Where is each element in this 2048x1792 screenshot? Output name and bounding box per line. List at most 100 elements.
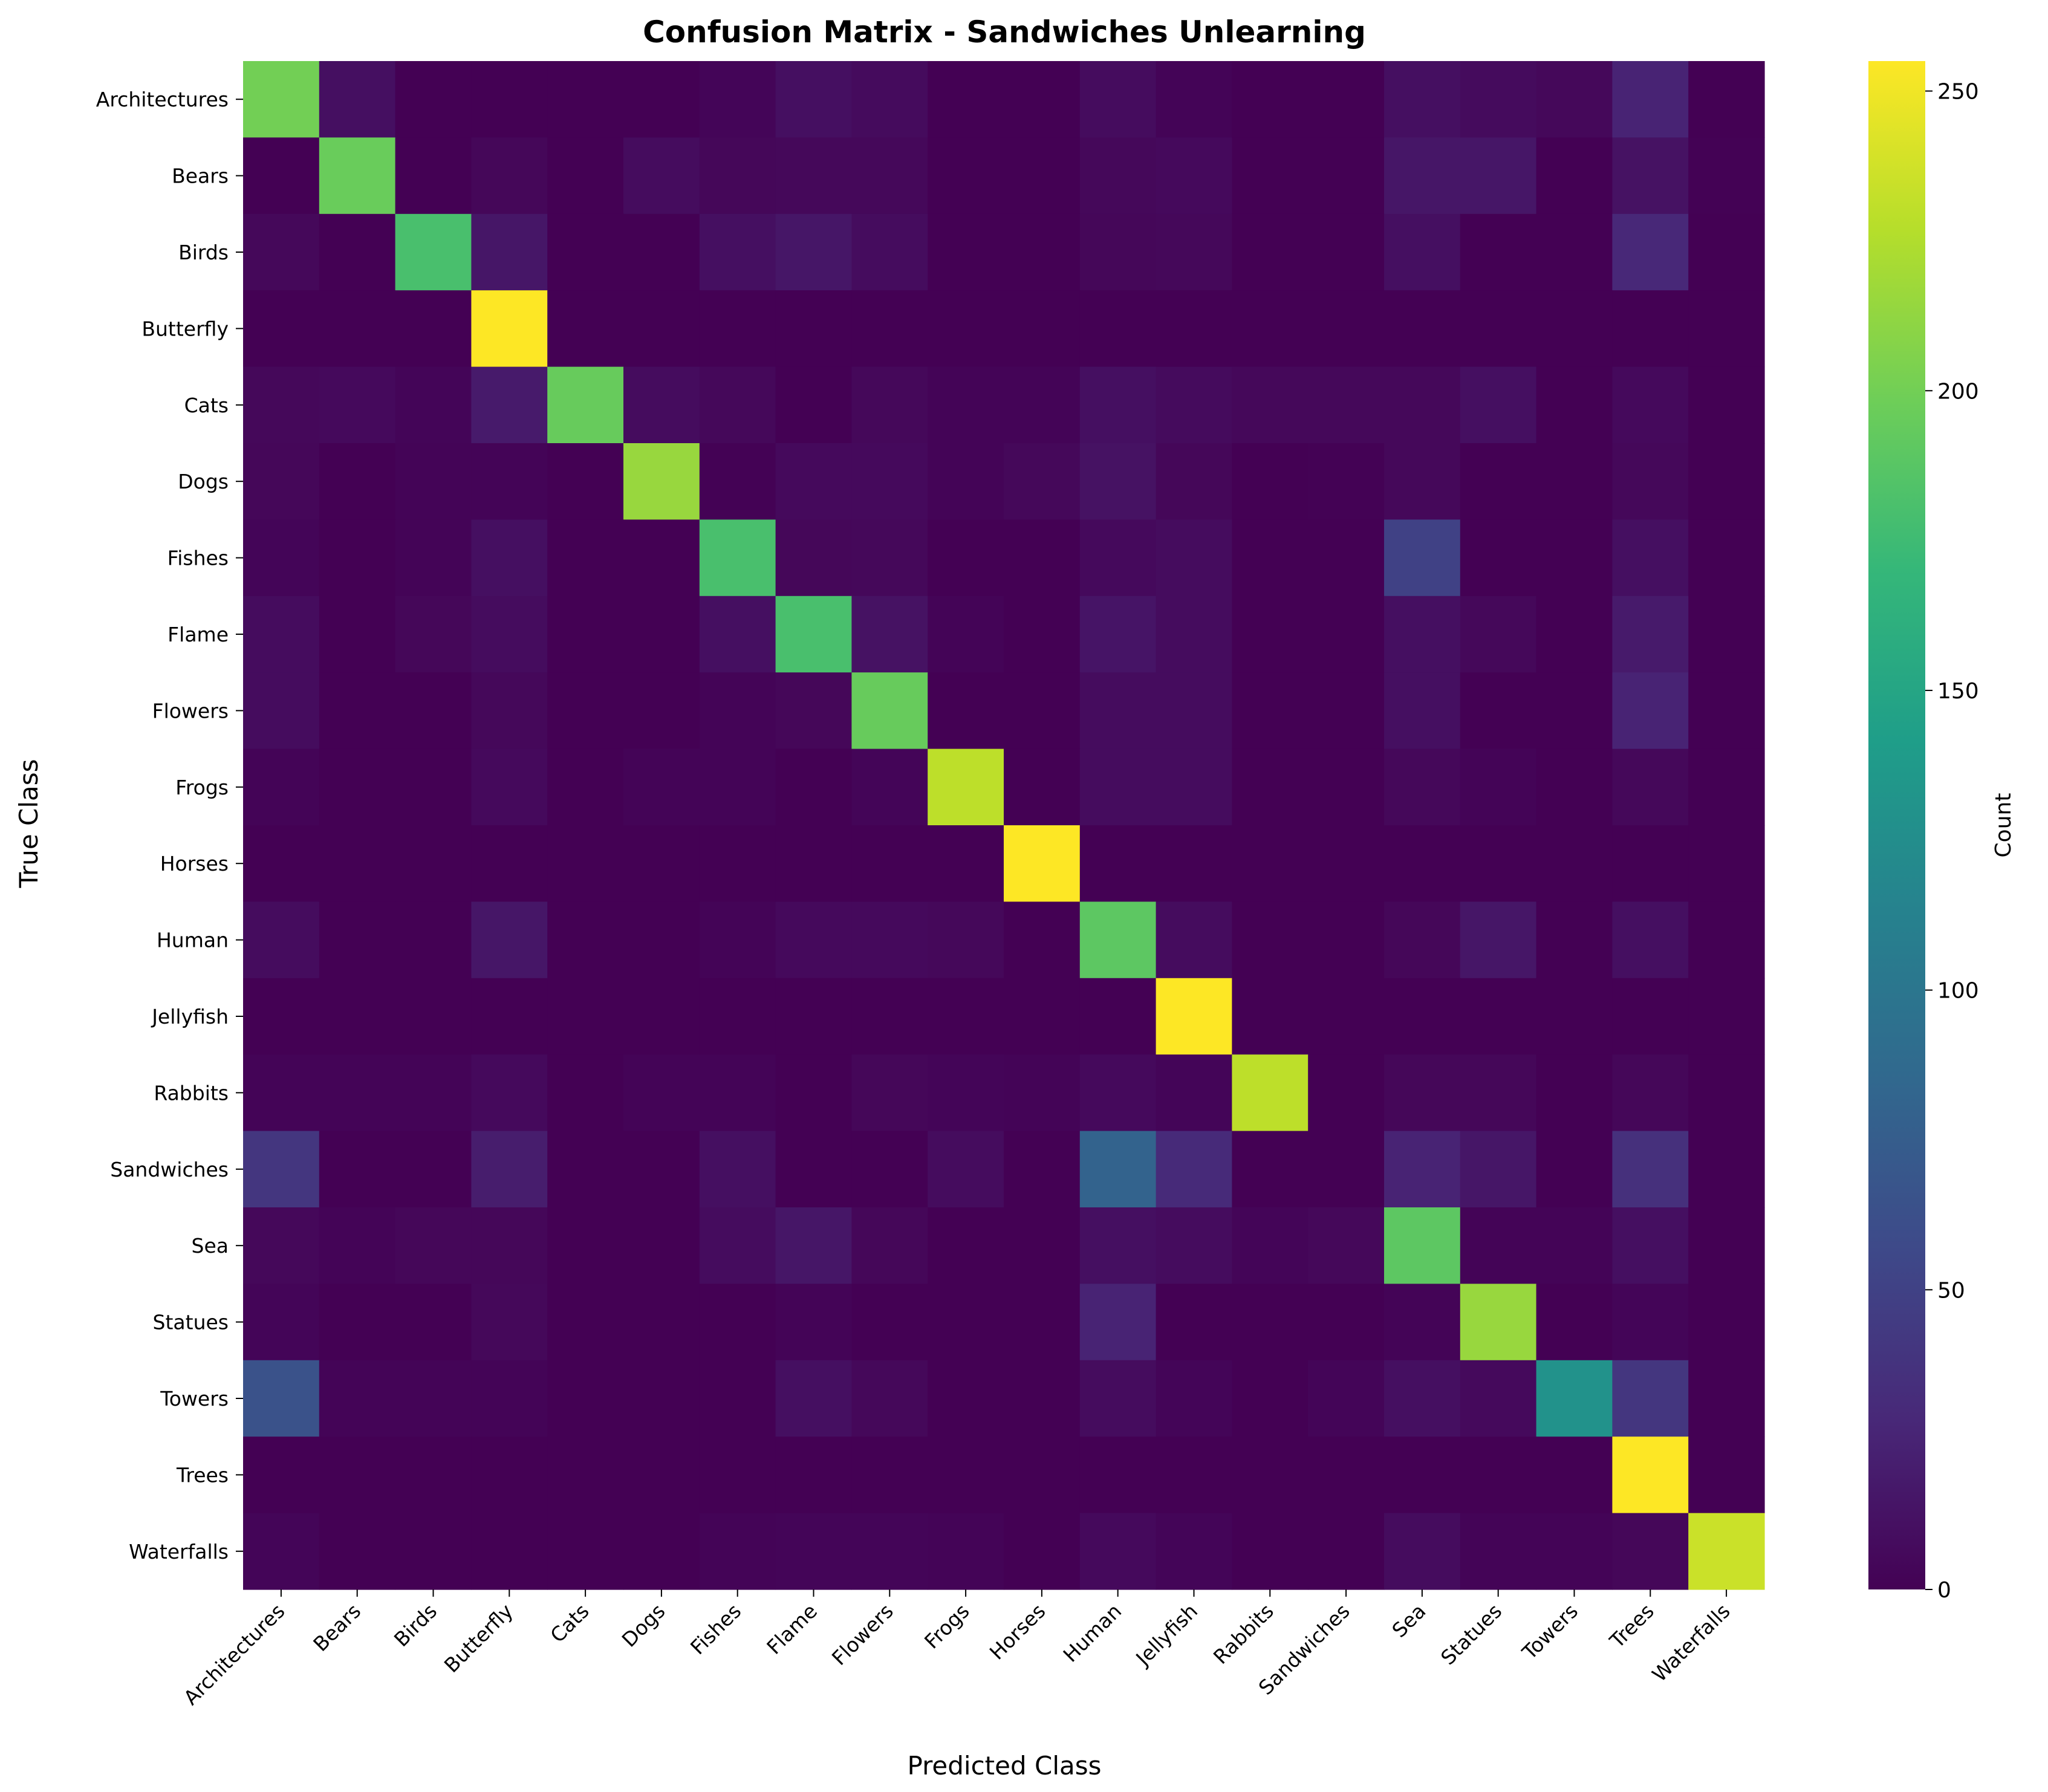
heatmap-cell	[243, 1513, 320, 1590]
heatmap-cell	[395, 1054, 472, 1132]
heatmap-cell	[547, 1284, 624, 1361]
heatmap-cell	[775, 443, 852, 520]
colorbar-tick-label: 250	[1937, 80, 1979, 105]
heatmap-cell	[1004, 901, 1081, 979]
heatmap-cell	[1384, 1131, 1461, 1208]
heatmap-cell	[1612, 213, 1689, 291]
heatmap-cell	[471, 213, 548, 291]
heatmap-cell	[1079, 443, 1157, 520]
colorbar-tick-label: 100	[1937, 979, 1979, 1004]
heatmap-cell	[928, 137, 1004, 215]
heatmap-cell	[471, 519, 548, 597]
heatmap-cell	[1384, 61, 1461, 138]
heatmap-cell	[243, 1207, 320, 1284]
heatmap-cell	[1536, 290, 1613, 368]
heatmap-cell	[1079, 213, 1157, 291]
heatmap-cell	[1232, 1054, 1308, 1132]
heatmap-cell	[623, 137, 700, 215]
heatmap-cell	[1079, 290, 1157, 368]
heatmap-cell	[1232, 366, 1308, 444]
heatmap-cell	[1004, 1054, 1081, 1132]
heatmap-cell	[1156, 61, 1232, 138]
heatmap-cell	[547, 1360, 624, 1437]
heatmap-cell	[1612, 978, 1689, 1055]
heatmap-cell	[471, 672, 548, 750]
heatmap-cell	[547, 672, 624, 750]
y-tick-label: Fishes	[167, 547, 229, 570]
heatmap-cell	[547, 1513, 624, 1590]
heatmap-cell	[1308, 290, 1385, 368]
heatmap-cell	[1688, 1513, 1765, 1590]
y-tick-label: Trees	[176, 1463, 229, 1487]
heatmap-cell	[1004, 1513, 1081, 1590]
heatmap-cell	[623, 825, 700, 902]
heatmap-cell	[395, 519, 472, 597]
heatmap-cell	[471, 1360, 548, 1437]
heatmap-cell	[243, 1360, 320, 1437]
heatmap-cell	[1004, 1360, 1081, 1437]
heatmap-cell	[1688, 366, 1765, 444]
heatmap-cell	[1384, 672, 1461, 750]
heatmap-cell	[1232, 443, 1308, 520]
heatmap-cell	[1308, 978, 1385, 1055]
heatmap-cell	[928, 1131, 1004, 1208]
heatmap-cell	[851, 1437, 928, 1514]
heatmap-cell	[1460, 519, 1537, 597]
heatmap-cell	[775, 825, 852, 902]
heatmap-cell	[1612, 748, 1689, 826]
heatmap-cell	[1460, 213, 1537, 291]
heatmap-cell	[1612, 366, 1689, 444]
y-tick-label: Bears	[172, 164, 229, 188]
heatmap-cell	[851, 748, 928, 826]
heatmap-cell	[623, 443, 700, 520]
heatmap-cell	[1460, 672, 1537, 750]
heatmap-cell	[547, 1437, 624, 1514]
heatmap-cell	[1156, 1207, 1232, 1284]
heatmap-cell	[775, 519, 852, 597]
heatmap-cell	[928, 519, 1004, 597]
heatmap-cell	[928, 1360, 1004, 1437]
heatmap-cell	[1156, 137, 1232, 215]
heatmap-cell	[775, 1360, 852, 1437]
heatmap-cell	[1384, 366, 1461, 444]
heatmap-cell	[699, 596, 776, 673]
heatmap-cell	[1156, 825, 1232, 902]
x-axis-label: Predicted Class	[907, 1751, 1101, 1781]
heatmap-cell	[699, 672, 776, 750]
heatmap-cell	[851, 1207, 928, 1284]
heatmap-cell	[1536, 443, 1613, 520]
heatmap-cell	[1536, 1054, 1613, 1132]
heatmap-cell	[319, 1207, 396, 1284]
heatmap-cell	[1536, 596, 1613, 673]
y-tick-label: Dogs	[178, 470, 229, 493]
heatmap-cell	[623, 672, 700, 750]
heatmap-cell	[471, 443, 548, 520]
heatmap-cell	[1308, 443, 1385, 520]
heatmap-cell	[1688, 519, 1765, 597]
heatmap-cell	[319, 137, 396, 215]
heatmap-cell	[319, 978, 396, 1055]
heatmap-cell	[1308, 366, 1385, 444]
heatmap-cell	[395, 596, 472, 673]
heatmap-cell	[699, 137, 776, 215]
heatmap-cell	[623, 366, 700, 444]
heatmap-cell	[623, 1131, 700, 1208]
heatmap-cell	[1308, 1360, 1385, 1437]
heatmap-cell	[699, 1437, 776, 1514]
heatmap-cell	[775, 748, 852, 826]
heatmap-cell	[1688, 213, 1765, 291]
heatmap-cell	[1232, 1131, 1308, 1208]
heatmap-cell	[471, 366, 548, 444]
heatmap-cell	[547, 443, 624, 520]
heatmap-cell	[1156, 1131, 1232, 1208]
y-axis-ticks: Architectures Bears Birds Butterfly Cats Dogs…	[96, 88, 243, 1563]
heatmap-cell	[775, 213, 852, 291]
heatmap-cell	[928, 672, 1004, 750]
heatmap-cell	[547, 748, 624, 826]
heatmap-cell	[1536, 1513, 1613, 1590]
heatmap-cell	[1612, 290, 1689, 368]
heatmap-cell	[1156, 901, 1232, 979]
heatmap-cell	[395, 672, 472, 750]
heatmap-cell	[395, 1437, 472, 1514]
heatmap-cell	[1232, 1513, 1308, 1590]
